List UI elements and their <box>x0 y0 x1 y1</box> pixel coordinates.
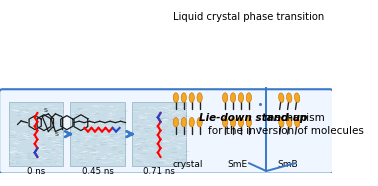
Ellipse shape <box>279 93 284 102</box>
Text: 0.45 ns: 0.45 ns <box>82 167 113 176</box>
Ellipse shape <box>181 117 186 127</box>
Text: S: S <box>54 132 58 137</box>
Text: 0.71 ns: 0.71 ns <box>143 167 175 176</box>
Ellipse shape <box>189 117 194 127</box>
Ellipse shape <box>223 117 228 127</box>
FancyBboxPatch shape <box>9 102 64 166</box>
Ellipse shape <box>173 93 178 102</box>
FancyBboxPatch shape <box>0 89 333 174</box>
FancyBboxPatch shape <box>70 102 125 166</box>
Ellipse shape <box>231 93 235 102</box>
Text: for the inversion of molecules: for the inversion of molecules <box>208 126 363 136</box>
Ellipse shape <box>294 118 300 127</box>
Text: 0 ns: 0 ns <box>27 167 45 176</box>
Ellipse shape <box>287 118 292 127</box>
Ellipse shape <box>287 93 292 102</box>
Ellipse shape <box>173 117 178 127</box>
Ellipse shape <box>231 117 235 127</box>
Ellipse shape <box>246 117 251 127</box>
Ellipse shape <box>189 93 194 102</box>
Ellipse shape <box>223 93 228 102</box>
Text: S: S <box>44 108 48 113</box>
Text: Liquid crystal phase transition: Liquid crystal phase transition <box>173 12 324 22</box>
Text: SmE: SmE <box>227 161 247 169</box>
Text: Lie-down stand-up: Lie-down stand-up <box>199 113 307 123</box>
Ellipse shape <box>279 118 284 127</box>
Text: SmB: SmB <box>277 161 298 169</box>
Ellipse shape <box>238 93 243 102</box>
Ellipse shape <box>11 100 115 145</box>
Ellipse shape <box>181 93 186 102</box>
Ellipse shape <box>197 117 202 127</box>
Ellipse shape <box>238 117 243 127</box>
Text: crystal: crystal <box>172 161 203 169</box>
Ellipse shape <box>246 93 251 102</box>
FancyBboxPatch shape <box>132 102 186 166</box>
Text: mechanism: mechanism <box>261 113 325 123</box>
Ellipse shape <box>294 93 300 102</box>
Ellipse shape <box>197 93 202 102</box>
